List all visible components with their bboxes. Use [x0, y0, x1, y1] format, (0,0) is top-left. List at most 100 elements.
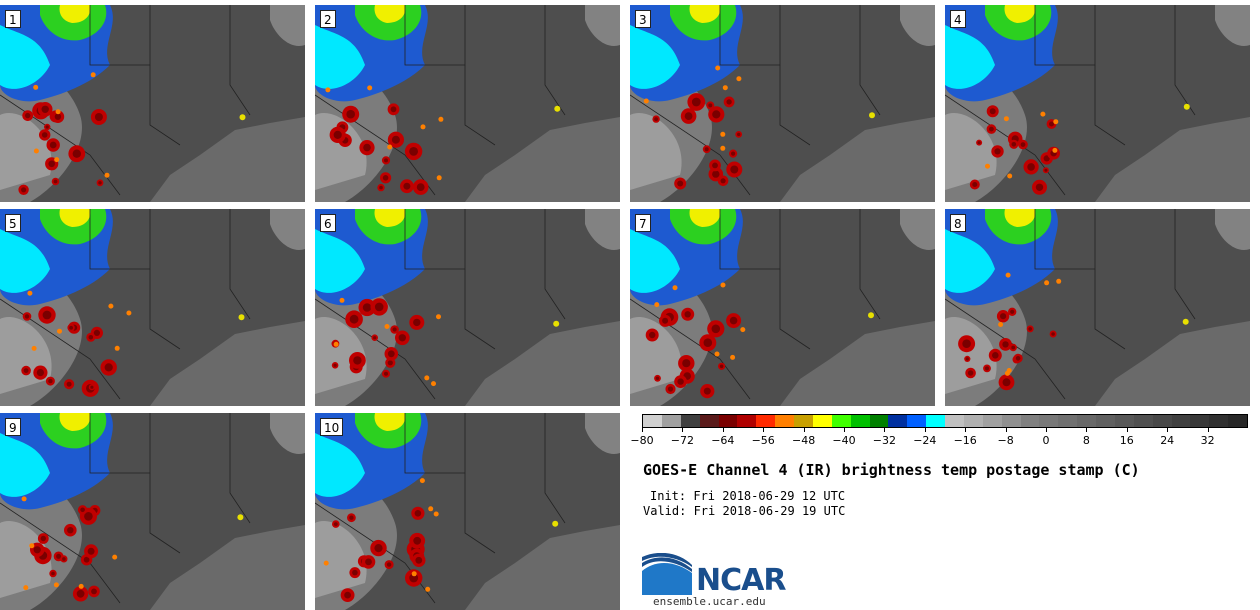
colorbar-segment	[661, 415, 681, 427]
colorbar-tick-label: −72	[670, 434, 694, 447]
colorbar-segment	[680, 415, 700, 427]
member-panel-4: 4	[945, 5, 1250, 202]
colorbar-tick	[1046, 428, 1047, 432]
colorbar-tick-label: −8	[997, 434, 1014, 447]
colorbar-segment	[907, 415, 927, 427]
colorbar-segment	[1058, 415, 1078, 427]
colorbar-tick-label: −48	[791, 434, 816, 447]
colorbar-tick	[763, 428, 765, 432]
member-panel-8: 8	[945, 209, 1250, 406]
valid-time: Valid: Fri 2018-06-29 19 UTC	[643, 504, 846, 518]
member-label: 8	[950, 214, 966, 232]
member-label: 5	[5, 214, 21, 232]
member-label: 1	[5, 10, 21, 28]
member-panel-5: 5	[0, 209, 305, 406]
colorbar-tick-label: −80	[630, 434, 654, 447]
init-time: Init: Fri 2018-06-29 12 UTC	[650, 489, 846, 503]
colorbar-segment	[982, 415, 1002, 427]
satellite-image	[945, 209, 1250, 406]
colorbar-tick-label: 0	[1042, 434, 1050, 447]
colorbar-tick-label: 24	[1160, 434, 1175, 447]
member-label: 2	[320, 10, 336, 28]
colorbar-tick	[803, 428, 805, 432]
colorbar-tick-label: −24	[913, 434, 937, 447]
member-label: 4	[950, 10, 966, 28]
colorbar-tick	[844, 428, 845, 432]
member-panel-7: 7	[630, 209, 935, 406]
colorbar-tick	[642, 428, 643, 432]
colorbar-segment	[1039, 415, 1059, 427]
figure-title: GOES-E Channel 4 (IR) brightness temp po…	[643, 461, 1140, 479]
colorbar-segment	[1096, 415, 1115, 427]
member-panel-3: 3	[630, 5, 935, 202]
colorbar-segment	[869, 415, 889, 427]
colorbar-segment	[1114, 415, 1134, 427]
colorbar-tick	[722, 428, 724, 432]
colorbar-segment	[643, 415, 662, 427]
colorbar-segment	[1077, 415, 1096, 427]
colorbar-segment	[850, 415, 870, 427]
colorbar-tick	[965, 428, 967, 432]
colorbar-segment	[794, 415, 813, 427]
colorbar-tick-label: −16	[953, 434, 977, 447]
member-panel-6: 6	[315, 209, 620, 406]
colorbar-tick-label: 16	[1119, 434, 1134, 447]
colorbar-segment	[1152, 415, 1172, 427]
ncar-logo-text: NCAR	[696, 563, 786, 598]
colorbar-segment	[756, 415, 776, 427]
colorbar	[642, 414, 1248, 428]
satellite-image	[315, 209, 620, 406]
colorbar-tick	[884, 428, 886, 432]
colorbar-tick	[1167, 428, 1169, 432]
colorbar-tick	[1207, 428, 1209, 432]
member-label: 7	[635, 214, 651, 232]
colorbar-tick-label: 8	[1082, 434, 1090, 447]
member-label: 3	[635, 10, 651, 28]
colorbar-segment	[831, 415, 851, 427]
colorbar-tick	[1126, 428, 1128, 432]
member-label: 6	[320, 214, 336, 232]
colorbar-segment	[1133, 415, 1153, 427]
colorbar-ticks: −80 −72 −64 −56 −48 −40 −32 −24 −16 −8 0 8 16 24 32	[630, 428, 1248, 450]
satellite-image	[0, 413, 305, 610]
colorbar-segment	[812, 415, 832, 427]
colorbar-segment	[1228, 415, 1247, 427]
colorbar-tick-label: 32	[1200, 434, 1215, 447]
member-label: 10	[320, 418, 344, 436]
member-panel-1: 1	[0, 5, 305, 202]
colorbar-tick	[1005, 428, 1007, 432]
colorbar-segment	[1001, 415, 1021, 427]
satellite-image	[630, 5, 935, 202]
colorbar-segment	[1209, 415, 1229, 427]
satellite-image	[945, 5, 1250, 202]
colorbar-segment	[888, 415, 908, 427]
colorbar-tick-label: −40	[832, 434, 856, 447]
colorbar-tick	[682, 428, 684, 432]
colorbar-segment	[1171, 415, 1191, 427]
satellite-image	[0, 5, 305, 202]
colorbar-tick	[1086, 428, 1088, 432]
member-panel-2: 2	[315, 5, 620, 202]
source-url: ensemble.ucar.edu	[653, 595, 766, 608]
colorbar-segment	[718, 415, 738, 427]
colorbar-tick-label: −56	[751, 434, 775, 447]
satellite-image	[315, 5, 620, 202]
colorbar-segment	[926, 415, 945, 427]
colorbar-segment	[945, 415, 964, 427]
colorbar-tick-label: −64	[711, 434, 735, 447]
colorbar-segment	[775, 415, 794, 427]
colorbar-segment	[1190, 415, 1210, 427]
colorbar-segment	[963, 415, 983, 427]
colorbar-segment	[1020, 415, 1040, 427]
colorbar-segment	[737, 415, 757, 427]
colorbar-tick	[924, 428, 926, 432]
satellite-image	[315, 413, 620, 610]
satellite-image	[630, 209, 935, 406]
member-panel-9: 9	[0, 413, 305, 610]
member-label: 9	[5, 418, 21, 436]
colorbar-tick-label: −32	[872, 434, 896, 447]
member-panel-10: 10	[315, 413, 620, 610]
colorbar-segment	[699, 415, 719, 427]
ncar-logo-icon	[642, 553, 692, 595]
satellite-image	[0, 209, 305, 406]
